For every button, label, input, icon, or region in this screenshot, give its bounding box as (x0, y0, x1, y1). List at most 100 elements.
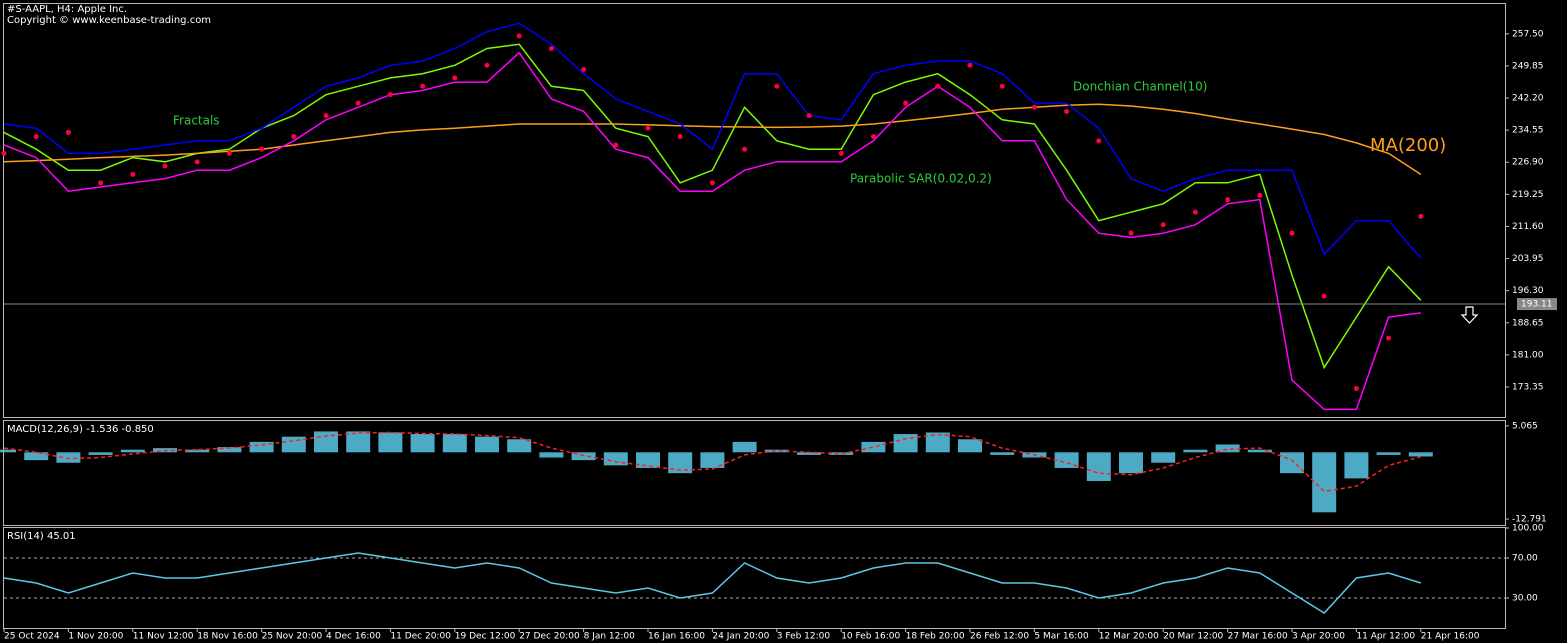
x-tick-label: 18 Nov 16:00 (197, 632, 258, 642)
histogram-bar (1215, 444, 1240, 453)
sar-dot (1160, 222, 1166, 228)
series-line (3, 51, 1421, 411)
histogram-bar (829, 452, 854, 455)
x-tick-label: 27 Mar 16:00 (1228, 632, 1288, 642)
x-tick-label: 8 Jan 12:00 (584, 632, 636, 642)
x-tick-label: 19 Dec 12:00 (455, 632, 516, 642)
sar-dot (516, 33, 522, 39)
sar-dot (967, 62, 973, 68)
sar-dot (1064, 108, 1070, 114)
x-tick-label: 11 Nov 12:00 (133, 632, 194, 642)
histogram-bar (539, 452, 564, 458)
histogram-bar (1312, 452, 1337, 513)
histogram-bar (281, 436, 306, 453)
histogram-bar (88, 452, 113, 455)
sar-dot (226, 150, 232, 156)
sar-dot (323, 113, 329, 119)
histogram-bar (120, 449, 145, 453)
histogram-bar (797, 452, 821, 455)
x-tick-label: 10 Feb 16:00 (841, 632, 900, 642)
sar-dot (1321, 293, 1327, 299)
sar-dot (903, 100, 909, 106)
histogram-bar (668, 452, 693, 474)
last-price-box (1517, 298, 1557, 311)
x-tick-label: 3 Feb 12:00 (777, 632, 831, 642)
histogram-bar (636, 452, 660, 468)
x-tick-label: 4 Dec 16:00 (326, 632, 381, 642)
sar-dot (548, 45, 554, 51)
y-tick-label: 30.00 (1512, 594, 1538, 604)
sar-dot (742, 146, 748, 152)
sar-dot (1257, 192, 1263, 198)
annotation: Donchian Channel(10) (1073, 80, 1207, 94)
y-tick-label: 173.35 (1512, 382, 1544, 392)
x-tick-label: 5 Mar 16:00 (1034, 632, 1089, 642)
histogram-bar (700, 452, 725, 468)
histogram-bar (507, 439, 532, 453)
sar-dot (1096, 138, 1102, 144)
y-tick-label: 219.25 (1512, 190, 1544, 200)
histogram-bar (1408, 452, 1433, 457)
sar-dot (484, 62, 490, 68)
sar-dot (291, 134, 297, 140)
sar-dot (1418, 213, 1424, 219)
price-panel (3, 3, 1506, 418)
histogram-bar (217, 447, 242, 453)
sar-dot (420, 83, 426, 89)
sar-dot (65, 129, 71, 135)
histogram-bar (185, 449, 210, 453)
x-tick-label: 24 Jan 20:00 (712, 632, 769, 642)
sar-dot (355, 100, 361, 106)
x-tick-label: 25 Oct 2024 (4, 632, 60, 642)
y-tick-label: 242.20 (1512, 94, 1544, 104)
sar-dot (1289, 230, 1295, 236)
y-tick-label: 249.85 (1512, 61, 1544, 71)
last-price-label: 193.11 (1521, 300, 1553, 310)
y-tick-label: 211.60 (1512, 222, 1544, 232)
series-line (3, 103, 1422, 176)
histogram-bar (346, 431, 371, 453)
y-tick-label: 234.55 (1512, 126, 1544, 136)
x-tick-label: 11 Apr 12:00 (1356, 632, 1415, 642)
sar-dot (162, 163, 168, 169)
annotation: MA(200) (1370, 135, 1446, 156)
histogram-bar (410, 434, 435, 453)
histogram-bar (1119, 452, 1143, 474)
x-tick-label: 21 Apr 16:00 (1421, 632, 1480, 642)
rsi-panel (3, 527, 1506, 629)
histogram-bar (378, 432, 403, 453)
histogram-bar (893, 434, 918, 453)
histogram-bar (0, 449, 16, 453)
histogram-bar (571, 452, 596, 461)
histogram-bar (1054, 452, 1079, 468)
histogram-bar (1151, 452, 1176, 463)
histogram-bar (24, 452, 49, 461)
histogram-bar (958, 439, 982, 453)
annotation: Fractals (173, 114, 220, 128)
sar-dot (1128, 230, 1134, 236)
x-tick-label: 20 Mar 12:00 (1163, 632, 1223, 642)
histogram-bar (1280, 452, 1304, 474)
y-tick-label: 181.00 (1512, 350, 1544, 360)
x-tick-label: 26 Feb 12:00 (970, 632, 1029, 642)
sar-dot (387, 92, 393, 98)
histogram-bar (249, 441, 274, 453)
histogram-bar (861, 441, 886, 453)
sar-dot (1031, 104, 1037, 110)
histogram-bar (1376, 452, 1401, 455)
series-line (3, 552, 1422, 614)
histogram-bar (1183, 449, 1208, 453)
sar-dot (1353, 385, 1359, 391)
x-tick-label: 12 Mar 20:00 (1099, 632, 1159, 642)
y-tick-label: 188.65 (1512, 318, 1544, 328)
sar-dot (613, 142, 619, 148)
annotation: Parabolic SAR(0.02,0.2) (850, 172, 992, 186)
chart-title: #S-AAPL, H4: Apple Inc. (7, 4, 127, 15)
sar-dot (645, 125, 651, 131)
x-tick-label: 18 Feb 20:00 (906, 632, 965, 642)
y-tick-label: 5.065 (1512, 421, 1538, 431)
sar-dot (870, 134, 876, 140)
x-tick-label: 11 Dec 20:00 (390, 632, 451, 642)
